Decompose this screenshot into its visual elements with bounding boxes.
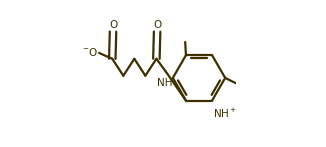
Text: NH: NH [157, 78, 173, 88]
Text: NH$^+$: NH$^+$ [213, 106, 237, 120]
Text: O: O [153, 20, 161, 30]
Text: $^{-}$O: $^{-}$O [82, 46, 98, 58]
Text: O: O [109, 20, 117, 30]
